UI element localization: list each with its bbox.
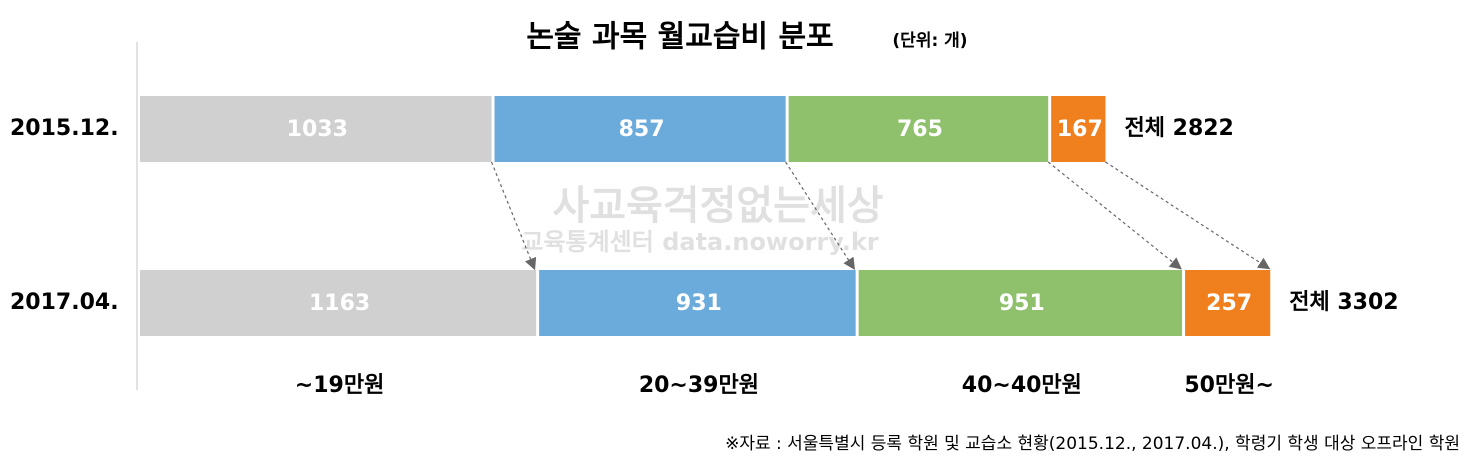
total-label: 전체 2822 <box>1125 116 1234 141</box>
value-label: 857 <box>619 117 665 142</box>
value-label: 951 <box>999 291 1045 316</box>
category-label: 2015.12. <box>10 116 119 141</box>
chart-title: 논술 과목 월교습비 분포 <box>526 20 833 55</box>
arrow <box>490 161 537 271</box>
source-note: ※자료 : 서울특별시 등록 학원 및 교습소 현황(2015.12., 201… <box>725 434 1460 454</box>
legend-label: 50만원~ <box>1184 373 1274 398</box>
arrow <box>1105 161 1271 270</box>
bar-segment <box>1185 270 1271 336</box>
value-label: 167 <box>1057 117 1103 142</box>
value-label: 1033 <box>287 117 348 142</box>
value-label: 257 <box>1206 291 1252 316</box>
bar-segment <box>788 96 1049 162</box>
bar-segment <box>140 96 492 162</box>
value-label: 931 <box>676 291 722 316</box>
arrow <box>785 161 855 271</box>
value-label: 1163 <box>309 291 370 316</box>
watermark: 사교육걱정없는세상 <box>552 183 883 229</box>
total-label: 전체 3302 <box>1289 290 1398 315</box>
bar-segment <box>140 270 537 336</box>
legend-label: 40~40만원 <box>962 373 1082 398</box>
bar-segment <box>494 96 786 162</box>
legend-label: ~19만원 <box>295 373 385 398</box>
arrow <box>1047 161 1182 270</box>
value-label: 765 <box>897 117 943 142</box>
bar-segment <box>539 270 856 336</box>
category-label: 2017.04. <box>10 290 119 315</box>
watermark: 교육통계센터 data.noworry.kr <box>521 228 878 256</box>
bar-segment <box>1051 96 1106 162</box>
bar-segment <box>858 270 1183 336</box>
chart-subtitle: (단위: 개) <box>892 31 967 51</box>
legend-label: 20~39만원 <box>639 373 759 398</box>
